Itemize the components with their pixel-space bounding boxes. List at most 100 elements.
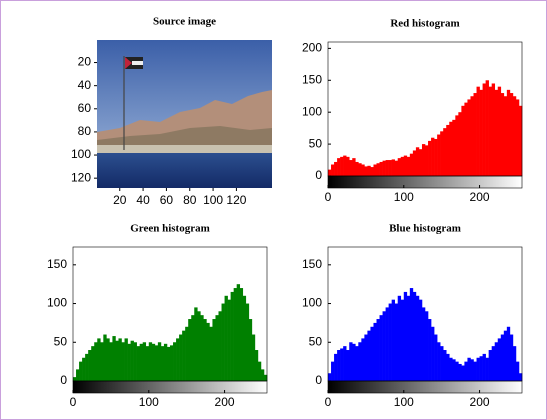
bar [422, 307, 425, 381]
bar [452, 359, 455, 381]
chart-title: Source image [153, 16, 216, 28]
bar [355, 346, 358, 381]
bar [419, 149, 422, 176]
bar [461, 366, 464, 381]
bar [340, 348, 343, 381]
bar [392, 300, 395, 381]
y-tick-label: 50 [309, 334, 323, 348]
bar [349, 342, 352, 381]
bar [73, 377, 76, 381]
bar [389, 160, 392, 176]
bar [200, 315, 203, 381]
bar [219, 311, 222, 381]
bar [188, 319, 191, 381]
bar [103, 335, 106, 381]
bar [416, 296, 419, 381]
bar [337, 158, 340, 176]
bar [228, 300, 231, 381]
bar [401, 300, 404, 381]
bar [507, 327, 510, 381]
bar [395, 161, 398, 176]
chart-title: Blue histogram [389, 223, 461, 235]
y-tick-label: 100 [302, 296, 322, 310]
bar [489, 87, 492, 176]
bar [182, 331, 185, 381]
bar [422, 144, 425, 176]
bar [358, 163, 361, 176]
bar [212, 319, 215, 381]
bar [149, 342, 152, 381]
bar [164, 344, 167, 381]
bar [458, 364, 461, 381]
bar [161, 346, 164, 381]
bar [97, 338, 100, 381]
bar [383, 161, 386, 176]
bar [501, 93, 504, 176]
bar [425, 145, 428, 176]
y-tick-label: 80 [78, 124, 92, 138]
x-tick-label: 100 [203, 193, 223, 207]
bar [513, 96, 516, 176]
y-tick-label: 150 [302, 257, 322, 271]
bar [215, 315, 218, 381]
bar [380, 315, 383, 381]
bar [464, 362, 467, 381]
bar [185, 327, 188, 381]
bar [404, 156, 407, 176]
bar [480, 90, 483, 176]
bar [246, 304, 249, 381]
bar [446, 125, 449, 176]
bar [461, 106, 464, 176]
chart-title: Red histogram [390, 18, 459, 30]
bar [234, 288, 237, 381]
bar [428, 319, 431, 381]
bar [349, 160, 352, 176]
bar [483, 354, 486, 381]
x-tick-label: 200 [470, 395, 490, 409]
photo [97, 40, 272, 188]
bar [191, 315, 194, 381]
bar [112, 336, 115, 381]
bar [377, 163, 380, 176]
bar [480, 356, 483, 381]
bar [404, 292, 407, 381]
bar [504, 96, 507, 176]
bar [470, 96, 473, 176]
bar [337, 350, 340, 381]
bar [389, 304, 392, 381]
bar [446, 354, 449, 381]
bar [395, 304, 398, 381]
bar [79, 362, 82, 381]
x-tick-label: 80 [183, 193, 197, 207]
bar [449, 358, 452, 381]
bar [380, 162, 383, 176]
bar [122, 342, 125, 381]
y-tick-label: 150 [47, 257, 67, 271]
bar [249, 319, 252, 381]
x-tick-label: 0 [70, 395, 77, 409]
y-tick-label: 0 [315, 168, 322, 182]
bar [328, 170, 331, 176]
bar [331, 362, 334, 381]
bar [240, 288, 243, 381]
bar [413, 150, 416, 176]
bar [134, 342, 137, 381]
bar [152, 344, 155, 381]
bar [91, 346, 94, 381]
bar [76, 369, 79, 381]
bar [197, 311, 200, 381]
bar [410, 154, 413, 176]
figure: Source image2040608010012020406080100120… [0, 0, 547, 420]
bar [467, 99, 470, 176]
bar [498, 87, 501, 176]
bar [386, 307, 389, 381]
bar [392, 159, 395, 176]
bar [331, 165, 334, 176]
bar [495, 90, 498, 176]
bar [106, 338, 109, 381]
x-tick-label: 0 [325, 190, 332, 204]
colorbar [73, 381, 267, 393]
bar [437, 342, 440, 381]
bar [443, 350, 446, 381]
bar [486, 80, 489, 176]
